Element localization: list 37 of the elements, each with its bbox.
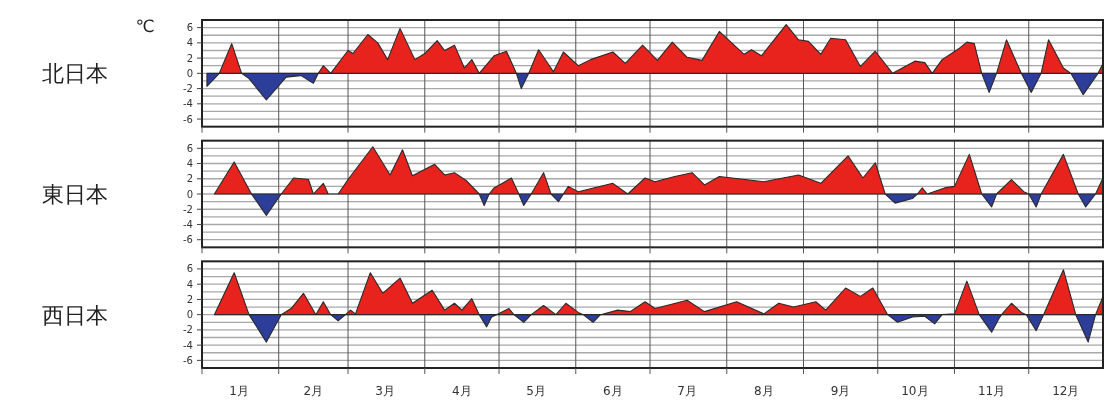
x-tick-label: 9月 (830, 384, 851, 398)
x-tick-label: 1月 (229, 384, 249, 398)
text: 西日本 (42, 302, 108, 328)
y-tick-label: 6 (186, 22, 193, 34)
x-tick-label: 10月 (901, 384, 929, 398)
y-tick-label: -4 (183, 218, 193, 230)
y-tick-label: -6 (183, 113, 193, 125)
y-tick-label: -6 (183, 234, 193, 246)
y-tick-label: 2 (186, 52, 193, 64)
x-tick-label: 11月 (977, 384, 1006, 398)
text: 北日本 (42, 61, 108, 87)
y-tick-label: 0 (186, 309, 193, 321)
y-tick-label: 6 (186, 142, 193, 154)
y-tick-label: 6 (186, 263, 193, 275)
x-tick-label: 12月 (1052, 384, 1080, 398)
y-tick-label: 2 (186, 293, 193, 305)
y-tick-label: 4 (186, 158, 193, 170)
y-tick-label: 2 (186, 173, 193, 185)
x-tick-label: 2月 (303, 384, 324, 398)
y-tick-label: -4 (183, 339, 193, 351)
x-tick-label: 3月 (375, 384, 395, 398)
x-tick-label: 5月 (526, 384, 546, 398)
y-tick-label: -4 (183, 98, 193, 110)
x-tick-label: 4月 (452, 384, 472, 398)
y-tick-label: 4 (186, 278, 193, 290)
text: 東日本 (42, 182, 108, 207)
y-tick-label: 4 (186, 37, 193, 49)
y-tick-label: -2 (183, 83, 193, 95)
x-tick-label: 6月 (603, 384, 623, 398)
y-tick-label: -2 (183, 203, 193, 215)
y-tick-label: 0 (186, 188, 193, 200)
x-tick-label: 8月 (754, 384, 774, 398)
y-tick-label: 0 (186, 67, 193, 79)
y-axis-title: ℃ (135, 16, 155, 36)
y-tick-label: -2 (183, 324, 193, 336)
x-tick-label: 7月 (677, 384, 697, 398)
y-tick-label: -6 (183, 354, 193, 366)
